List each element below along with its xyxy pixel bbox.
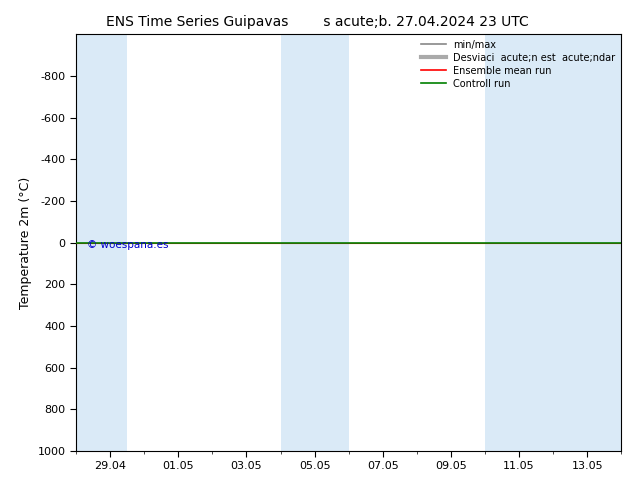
Bar [280,34,349,451]
Text: © woespana.es: © woespana.es [87,240,169,249]
Text: ENS Time Series Guipavas        s acute;b. 27.04.2024 23 UTC: ENS Time Series Guipavas s acute;b. 27.0… [106,15,528,29]
Bar [76,34,127,451]
Legend: min/max, Desviaci  acute;n est  acute;ndar, Ensemble mean run, Controll run: min/max, Desviaci acute;n est acute;ndar… [417,36,619,93]
Bar [485,34,621,451]
Y-axis label: Temperature 2m (°C): Temperature 2m (°C) [19,176,32,309]
